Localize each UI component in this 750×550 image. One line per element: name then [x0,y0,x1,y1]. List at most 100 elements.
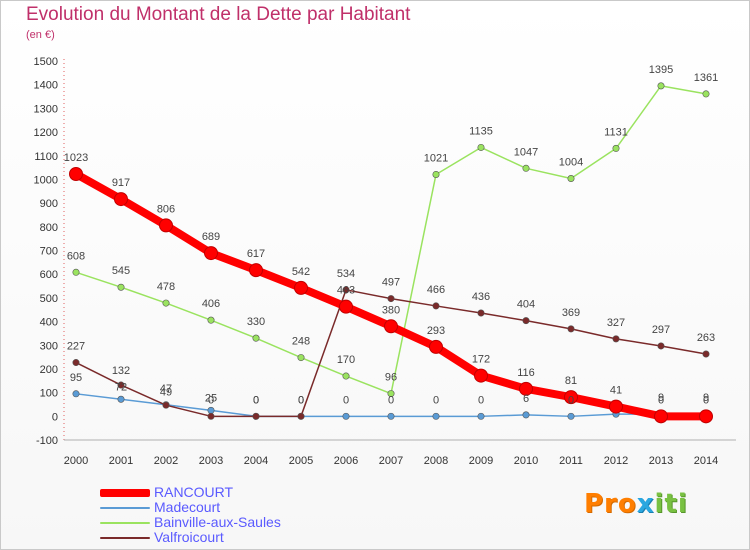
data-point-valfroicourt [207,412,215,420]
data-label-rancourt: 380 [382,304,400,316]
data-label-madecourt: 49 [160,387,172,399]
data-point-rancourt [249,263,263,278]
data-point-rancourt [519,381,533,396]
x-tick-label: 2014 [694,455,718,467]
y-tick-label: 1200 [34,127,58,139]
legend-swatch-valfroicourt [100,537,150,539]
data-label-valfroicourt: 327 [607,317,625,329]
data-point-rancourt [69,166,83,181]
data-label-valfroicourt: 297 [652,324,670,336]
legend-swatch-rancourt [100,489,150,497]
data-point-madecourt [567,412,575,420]
data-point-rancourt [429,339,443,354]
data-label-bainville-aux-saules: 1021 [424,152,448,164]
data-label-madecourt: 0 [478,394,484,406]
data-label-rancourt: 806 [157,203,175,215]
y-tick-label: 500 [40,293,58,305]
legend-swatch-bainville [100,522,150,524]
data-point-madecourt [432,412,440,420]
x-tick-label: 2009 [469,455,493,467]
data-label-bainville-aux-saules: 1395 [649,64,673,76]
y-tick-label: 1000 [34,174,58,186]
data-label-valfroicourt: 369 [562,307,580,319]
data-point-valfroicourt [432,302,440,310]
data-label-bainville-aux-saules: 1135 [469,125,493,137]
y-tick-label: 600 [40,269,58,281]
data-point-bainville-aux-saules [567,174,575,182]
data-point-bainville-aux-saules [477,143,485,151]
data-label-valfroicourt: 263 [697,332,715,344]
x-tick-label: 2001 [109,455,133,467]
y-tick-label: 100 [40,388,58,400]
data-point-rancourt [564,390,578,405]
y-tick-label: -100 [36,435,58,447]
logo-part-iti: iti [654,489,688,519]
data-label-bainville-aux-saules: 1047 [514,146,538,158]
data-point-bainville-aux-saules [432,170,440,178]
data-label-bainville-aux-saules: 170 [337,354,355,366]
data-label-madecourt: 0 [343,394,349,406]
x-tick-label: 2010 [514,455,538,467]
data-point-rancourt [204,246,218,261]
x-tick-label: 2011 [559,455,583,467]
data-label-rancourt: 0 [703,394,709,406]
data-point-valfroicourt [342,286,350,294]
logo-part-x: x [636,489,655,519]
data-label-madecourt: 25 [205,392,217,404]
data-label-madecourt: 0 [433,394,439,406]
x-tick-label: 2008 [424,455,448,467]
data-labels-layer: 1023 917 806 689 617 542 463 380 293 172 116 81 41 0 0… [64,64,718,406]
y-tick-label: 1400 [34,80,58,92]
data-point-rancourt [654,409,668,424]
data-label-valfroicourt: 132 [112,365,130,377]
x-tick-label: 2003 [199,455,223,467]
data-point-madecourt [522,411,530,419]
data-label-valfroicourt: 436 [472,291,490,303]
data-label-bainville-aux-saules: 478 [157,281,175,293]
data-label-madecourt: 6 [523,393,529,405]
data-label-rancourt: 463 [337,285,355,297]
data-point-valfroicourt [612,335,620,343]
x-tick-label: 2013 [649,455,673,467]
data-point-valfroicourt [117,381,125,389]
data-point-bainville-aux-saules [387,390,395,398]
data-point-bainville-aux-saules [657,82,665,90]
data-label-madecourt: 72 [115,381,127,393]
data-label-bainville-aux-saules: 545 [112,265,130,277]
chart-unit-label: (en €) [26,29,55,41]
data-label-valfroicourt: 47 [160,383,172,395]
data-label-valfroicourt: 0 [253,394,259,406]
data-label-valfroicourt: 0 [208,394,214,406]
data-point-bainville-aux-saules [117,283,125,291]
data-label-bainville-aux-saules: 1131 [604,126,628,138]
data-label-valfroicourt: 0 [298,394,304,406]
legend-label-madecourt: Madecourt [154,499,221,515]
data-label-rancourt: 0 [658,394,664,406]
data-point-valfroicourt [252,412,260,420]
legend-label-rancourt: RANCOURT [154,484,234,500]
data-point-rancourt [474,368,488,383]
chart-title: Evolution du Montant de la Dette par Hab… [26,4,411,25]
data-label-rancourt: 81 [565,375,577,387]
data-point-bainville-aux-saules [702,90,710,98]
data-point-bainville-aux-saules [342,372,350,380]
data-point-valfroicourt [387,295,395,303]
data-label-rancourt: 41 [610,385,622,397]
data-point-valfroicourt [477,309,485,317]
data-point-bainville-aux-saules [162,299,170,307]
data-label-rancourt: 116 [517,367,535,379]
data-point-bainville-aux-saules [297,354,305,362]
data-label-madecourt: 0 [298,394,304,406]
x-tick-label: 2002 [154,455,178,467]
legend-label-valfroicourt: Valfroicourt [154,529,224,545]
data-point-valfroicourt [522,317,530,325]
data-point-bainville-aux-saules [252,334,260,342]
x-tick-label: 2000 [64,455,88,467]
legend-swatch-madecourt [100,507,150,509]
data-label-bainville-aux-saules: 1361 [694,72,718,84]
data-label-bainville-aux-saules: 330 [247,316,265,328]
data-label-madecourt: 0 [568,394,574,406]
data-point-madecourt [477,412,485,420]
data-point-valfroicourt [657,342,665,350]
data-point-rancourt [384,319,398,334]
